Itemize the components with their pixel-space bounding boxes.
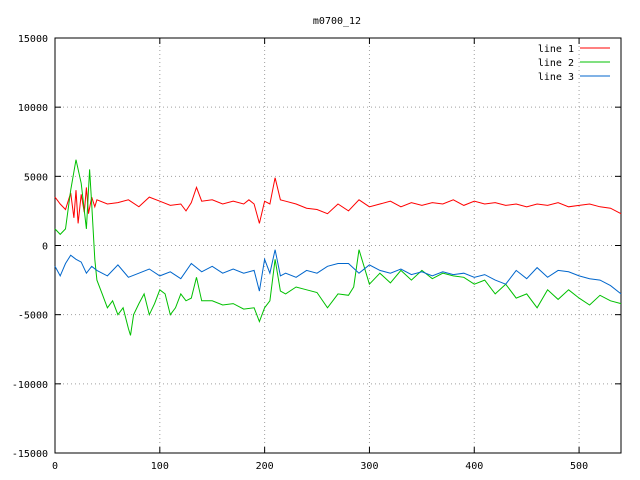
axes: 0 100 200 300 400 500 -15000 -10000 -5000 0 5000 10… <box>12 34 621 472</box>
y-tick-label: -10000 <box>12 380 48 391</box>
y-tick-label: 10000 <box>18 103 48 114</box>
series-line-2 <box>54 159 622 336</box>
x-tick-label: 400 <box>465 461 483 472</box>
legend: line 1 line 2 line 3 <box>538 44 610 83</box>
x-tick-label: 0 <box>52 461 58 472</box>
y-tick-label: 15000 <box>18 34 48 45</box>
series-layer <box>54 159 622 336</box>
y-tick-label: -5000 <box>18 311 48 322</box>
x-tick-label: 100 <box>151 461 169 472</box>
legend-label: line 3 <box>538 72 574 83</box>
legend-label: line 1 <box>538 44 574 55</box>
y-tick-label: 0 <box>42 242 48 253</box>
x-tick-label: 300 <box>360 461 378 472</box>
y-tick-label: -15000 <box>12 449 48 460</box>
grid <box>55 38 621 453</box>
x-tick-label: 200 <box>256 461 274 472</box>
y-tick-label: 5000 <box>24 172 48 183</box>
x-tick-label: 500 <box>570 461 588 472</box>
legend-label: line 2 <box>538 58 574 69</box>
series-line-3 <box>54 249 622 295</box>
series-line-1 <box>54 177 622 224</box>
chart-title: m0700_12 <box>313 16 361 27</box>
